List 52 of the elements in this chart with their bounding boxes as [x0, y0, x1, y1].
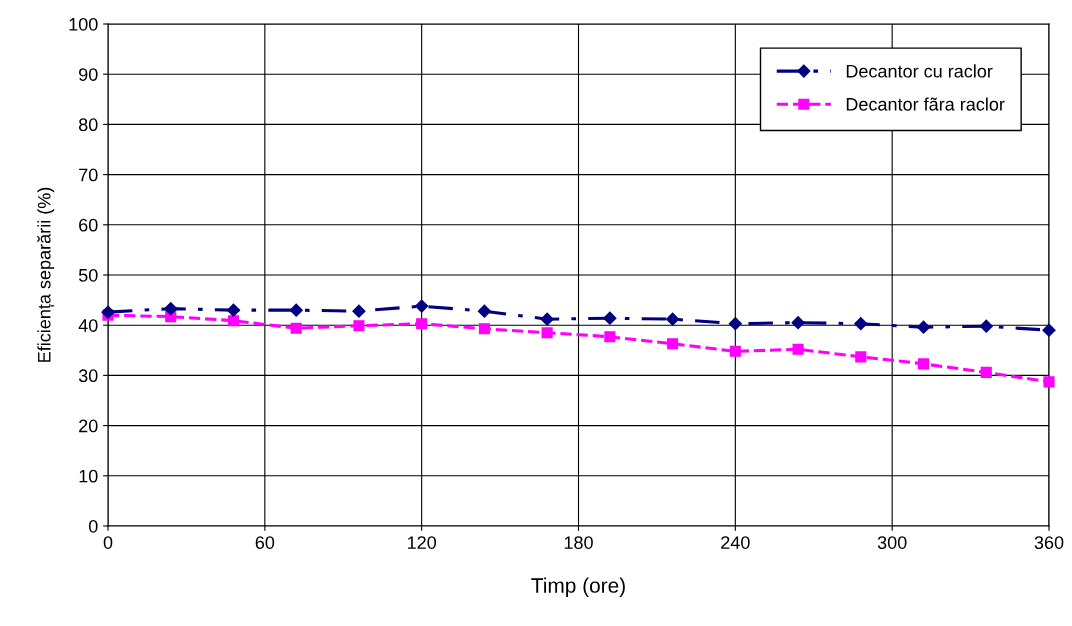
point: [916, 320, 931, 334]
point: [854, 317, 868, 331]
y-tick-label: 10: [79, 469, 98, 483]
point: [855, 351, 867, 363]
point: [353, 320, 365, 332]
x-tick-label: 60: [255, 536, 275, 549]
y-tick-label: 40: [78, 319, 98, 332]
point: [667, 338, 679, 350]
y-tick-label: 70: [79, 168, 98, 182]
point: [164, 302, 178, 316]
y-tick-label: 0: [88, 519, 98, 533]
point: [541, 327, 553, 339]
point: [917, 358, 930, 370]
legend-label: Decantor cu raclor: [846, 64, 993, 78]
point: [729, 345, 741, 357]
point: [1043, 376, 1055, 388]
point: [101, 305, 115, 319]
point: [603, 311, 617, 325]
y-axis-title: Eficiența separării (%): [37, 187, 55, 362]
point: [980, 366, 992, 378]
point: [226, 303, 241, 317]
point: [791, 316, 805, 330]
point: [604, 331, 616, 343]
x-tick-label: 300: [877, 536, 907, 549]
point: [728, 317, 742, 331]
point: [792, 343, 804, 355]
point: [290, 322, 302, 334]
y-tick-label: 30: [78, 369, 98, 383]
x-tick-label: 360: [1034, 536, 1064, 549]
y-tick-label: 50: [78, 268, 98, 282]
x-tick-label: 0: [103, 536, 113, 549]
point: [478, 323, 490, 335]
y-tick-label: 60: [79, 218, 98, 232]
y-tick-label: 90: [79, 68, 98, 81]
point: [666, 312, 680, 326]
y-tick-label: 20: [79, 419, 98, 433]
point: [979, 319, 993, 333]
point: [415, 299, 429, 313]
point: [289, 303, 303, 317]
x-tick-label: 240: [721, 536, 750, 549]
point: [416, 318, 428, 330]
x-tick-label: 120: [407, 536, 437, 549]
point: [352, 304, 366, 318]
point: [227, 315, 240, 327]
y-tick-label: 100: [69, 17, 98, 31]
legend-label: Decantor fãra raclor: [846, 97, 1005, 111]
point: [477, 304, 491, 318]
x-tick-label: 180: [564, 536, 593, 549]
y-tick-label: 80: [78, 118, 98, 132]
point: [540, 312, 554, 326]
point: [1042, 323, 1056, 337]
x-axis-title: Timp (ore): [531, 577, 625, 597]
